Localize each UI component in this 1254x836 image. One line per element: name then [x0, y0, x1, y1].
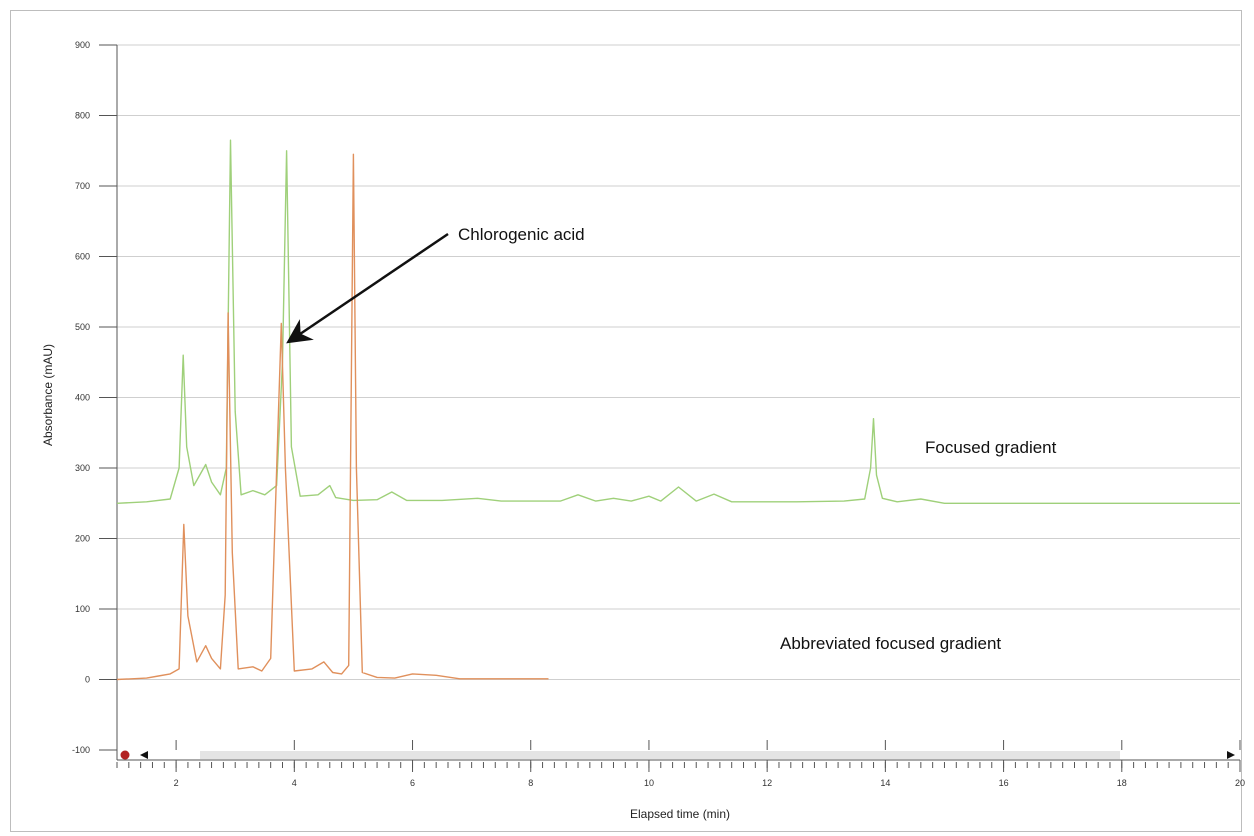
x-tick-label-6: 14: [880, 778, 890, 788]
scrollbar-track[interactable]: [200, 751, 1120, 759]
x-tick-label-1: 4: [292, 778, 297, 788]
y-tick-label-8: 700: [75, 181, 90, 191]
grid-lines: [117, 44, 1240, 680]
scrollbar-right-arrow-icon[interactable]: [1227, 751, 1235, 759]
x-tick-label-2: 6: [410, 778, 415, 788]
y-tick-label-7: 600: [75, 252, 90, 262]
y-tick-label-9: 800: [75, 111, 90, 121]
series-layer: [116, 139, 1240, 681]
x-tick-label-3: 8: [528, 778, 533, 788]
y-axis: -100 0 100 200 300 400 500 600 700 800 900: [72, 40, 118, 760]
scrollbar-left-arrow-icon[interactable]: [140, 751, 148, 759]
scrollbar-record-icon[interactable]: [120, 750, 130, 760]
y-axis-title: Absorbance (mAU): [41, 344, 55, 446]
label-focused-gradient: Focused gradient: [925, 438, 1057, 457]
y-tick-label-6: 500: [75, 322, 90, 332]
x-axis: 2 4 6 8 10 12 14 16 18 20: [116, 740, 1245, 788]
y-tick-label-5: 400: [75, 393, 90, 403]
y-tick-label-10: 900: [75, 40, 90, 50]
x-tick-label-0: 2: [174, 778, 179, 788]
x-tick-label-8: 18: [1117, 778, 1127, 788]
x-tick-label-7: 16: [999, 778, 1009, 788]
x-axis-title: Elapsed time (min): [630, 807, 730, 821]
series-line-focused-gradient: [116, 139, 1240, 504]
y-tick-label-2: 100: [75, 604, 90, 614]
chlorogenic-acid-arrow: [286, 232, 449, 344]
x-tick-label-5: 12: [762, 778, 772, 788]
x-tick-label-4: 10: [644, 778, 654, 788]
y-tick-label-3: 200: [75, 534, 90, 544]
y-tick-label-0: -100: [72, 745, 90, 755]
series-line-abbreviated-focused-gradient: [116, 153, 549, 681]
time-scrollbar[interactable]: [120, 750, 1236, 760]
label-abbreviated-focused-gradient: Abbreviated focused gradient: [780, 634, 1001, 653]
y-tick-label-1: 0: [85, 675, 90, 685]
x-tick-label-9: 20: [1235, 778, 1245, 788]
y-tick-label-4: 300: [75, 463, 90, 473]
chart-frame: [10, 10, 1242, 832]
annotation-chlorogenic-acid: Chlorogenic acid: [458, 225, 585, 244]
